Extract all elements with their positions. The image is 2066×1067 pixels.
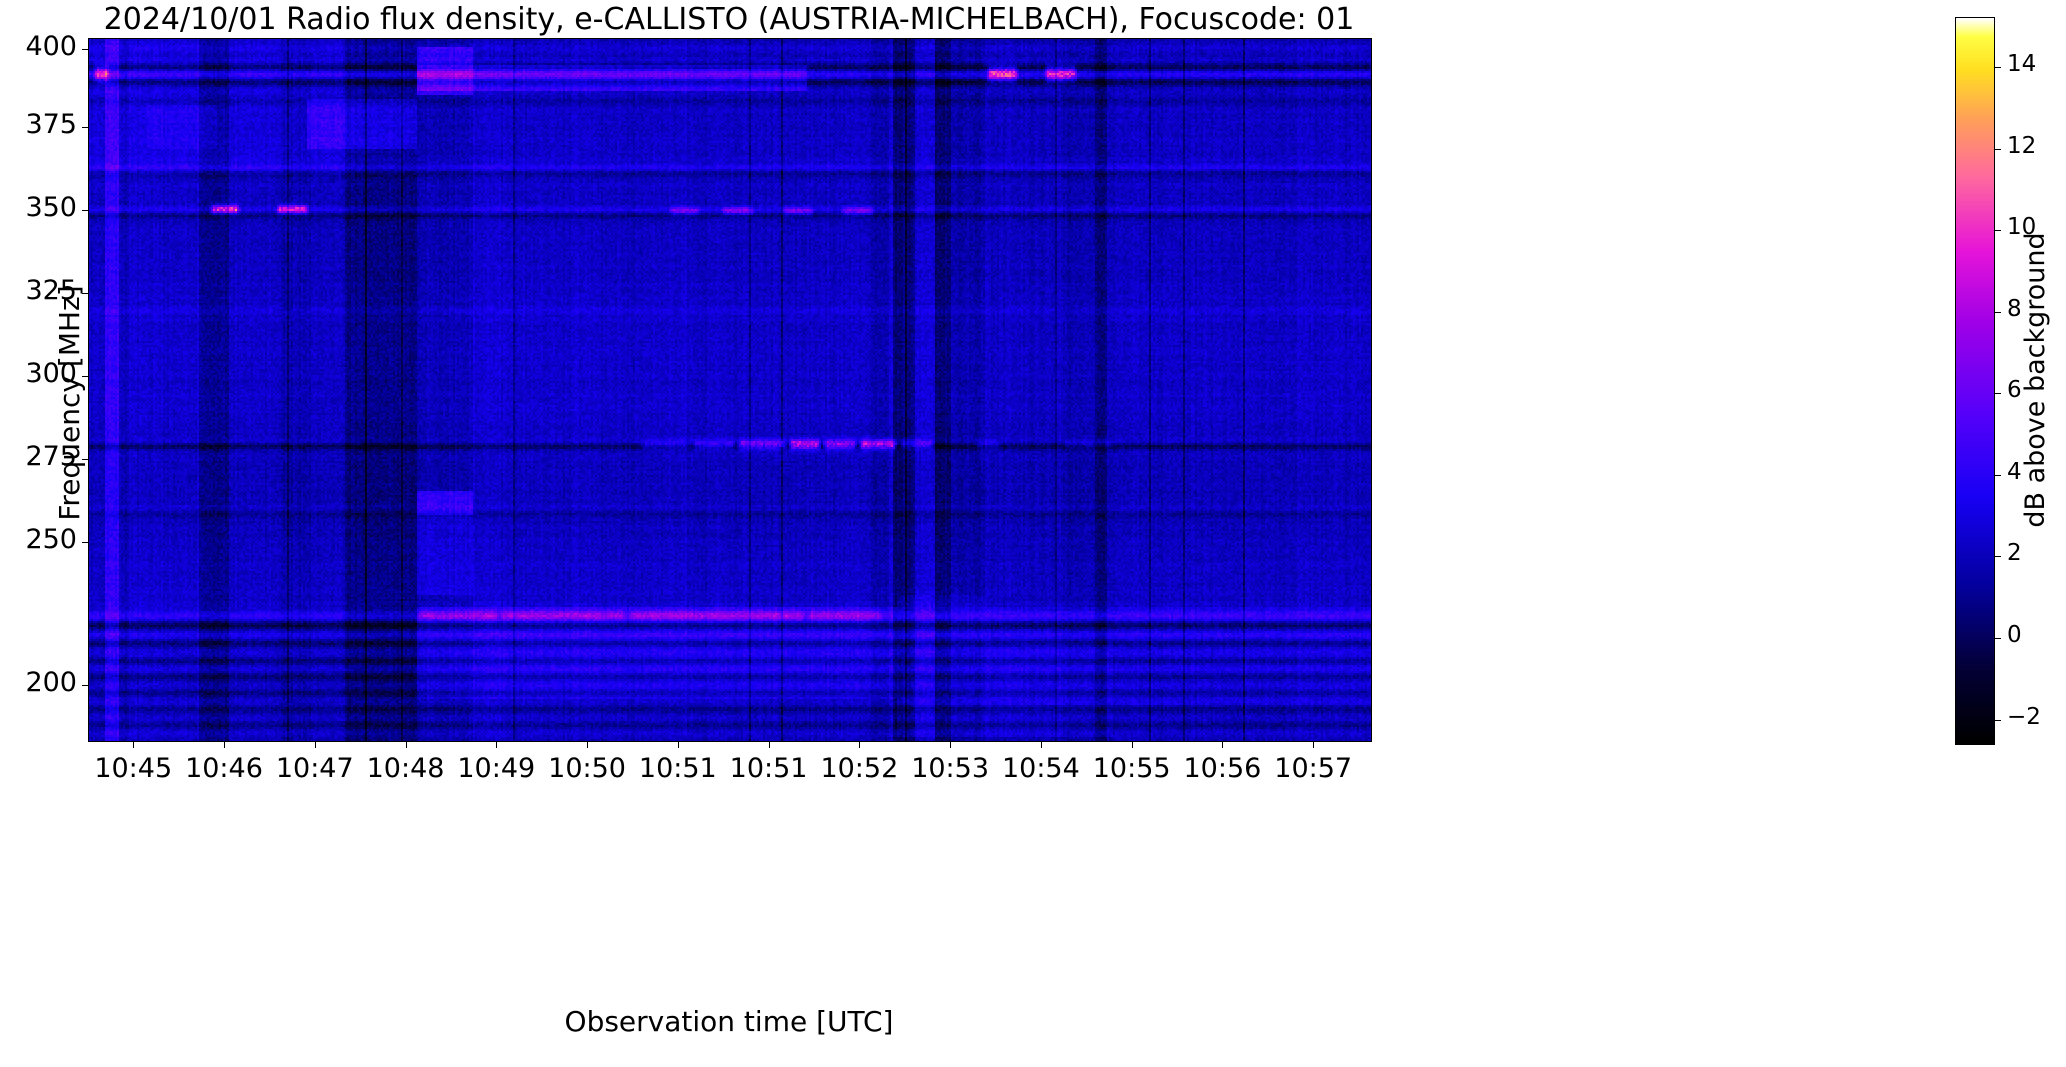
colorbar-gradient [1956, 18, 1994, 744]
colorbar-label: dB above background [2020, 232, 2051, 528]
x-tick-label: 10:46 [185, 753, 263, 784]
x-tick-label: 10:49 [457, 753, 536, 784]
colorbar-tick-label: 14 [2007, 50, 2037, 77]
x-tick-label: 10:51 [729, 753, 808, 784]
page-title: 2024/10/01 Radio flux density, e-CALLIST… [103, 2, 1355, 37]
x-tick-label: 10:52 [820, 753, 899, 784]
y-tick-label: 250 [25, 524, 77, 556]
colorbar-tick-label: −2 [2007, 703, 2041, 730]
colorbar-tick-label: 2 [2007, 540, 2022, 567]
y-tick-label: 400 [25, 30, 77, 62]
x-tick-label: 10:48 [366, 753, 445, 784]
y-tick-label: 325 [25, 275, 77, 307]
colorbar-tick-label: 0 [2007, 621, 2022, 648]
colorbar-tick-label: 12 [2007, 132, 2037, 159]
x-tick-label: 10:47 [275, 753, 354, 784]
x-tick-label: 10:54 [1001, 753, 1080, 784]
spectrogram-image [89, 39, 1371, 741]
y-tick-label: 350 [25, 192, 77, 224]
y-tick-label: 300 [25, 358, 77, 390]
x-tick-label: 10:53 [911, 753, 990, 784]
x-tick-label: 10:51 [638, 753, 717, 784]
y-tick-label: 275 [25, 441, 77, 473]
x-axis-label: Observation time [UTC] [564, 1005, 894, 1038]
colorbar-tick-label: 4 [2007, 458, 2022, 485]
x-tick-label: 10:57 [1274, 753, 1353, 784]
spectrogram-axes: Frequency [MHz] 400 375 350 325 300 275 250 200… [25, 31, 1372, 784]
y-tick-label: 375 [25, 109, 77, 141]
colorbar-tick-label: 6 [2007, 377, 2022, 404]
y-tick-label: 200 [25, 666, 77, 698]
colorbar-tick-label: 10 [2007, 214, 2037, 241]
x-tick-label: 10:45 [94, 753, 173, 784]
x-tick-label: 10:50 [548, 753, 626, 784]
colorbar: −2 0 2 4 6 8 10 12 14 [1955, 17, 2041, 745]
x-tick-label: 10:56 [1183, 753, 1262, 784]
colorbar-tick-label: 8 [2007, 295, 2022, 322]
x-tick-label: 10:55 [1092, 753, 1171, 784]
